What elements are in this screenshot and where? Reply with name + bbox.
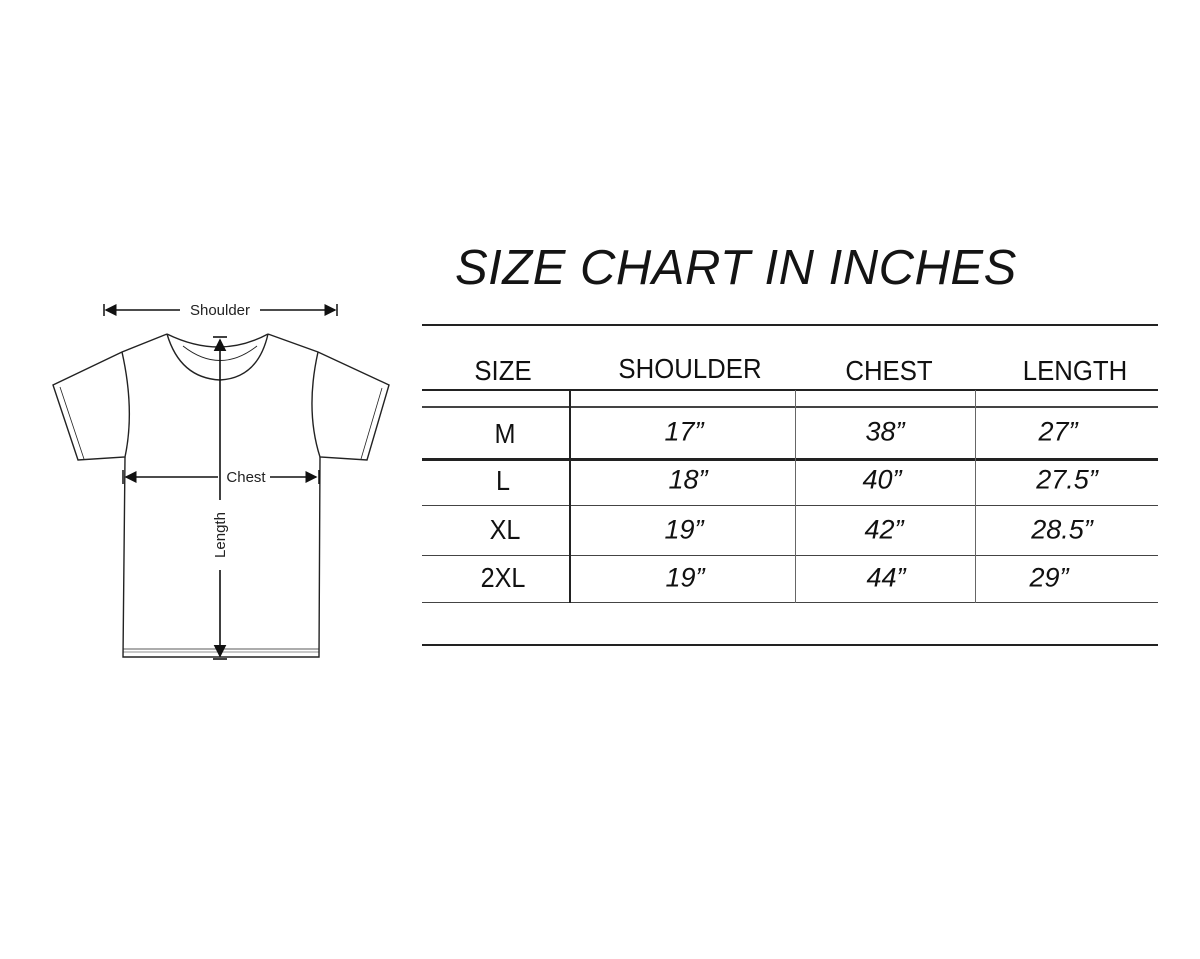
size-cell: L <box>495 465 511 496</box>
length-cell: 28.5” <box>1031 514 1093 545</box>
shoulder-label: Shoulder <box>190 302 250 319</box>
chest-cell: 40” <box>862 464 902 495</box>
chest-label: Chest <box>226 469 266 486</box>
table-divider <box>422 555 1158 556</box>
shoulder-cell: 19” <box>665 562 705 593</box>
shoulder-cell: 17” <box>664 416 704 447</box>
chest-cell: 44” <box>866 562 906 593</box>
length-cell: 27.5” <box>1036 464 1098 495</box>
page-title: SIZE CHART IN INCHES <box>455 241 1017 295</box>
chest-cell: 38” <box>865 416 905 447</box>
shoulder-measure <box>103 304 338 316</box>
column-divider <box>569 390 571 603</box>
size-cell: XL <box>489 514 521 545</box>
header-size: SIZE <box>474 355 532 386</box>
size-cell: 2XL <box>480 562 526 593</box>
size-cell: M <box>494 418 516 449</box>
chest-measure <box>122 470 320 484</box>
table-divider <box>422 389 1158 391</box>
table-divider <box>422 324 1158 326</box>
tshirt-outline <box>52 333 390 658</box>
header-chest: CHEST <box>845 355 933 386</box>
table-divider <box>422 644 1158 646</box>
table-divider <box>422 458 1158 461</box>
table-divider <box>422 602 1158 603</box>
length-label: Length <box>212 512 229 558</box>
length-cell: 27” <box>1038 416 1078 447</box>
length-cell: 29” <box>1029 562 1069 593</box>
column-divider <box>975 390 976 603</box>
header-length: LENGTH <box>1022 355 1128 386</box>
tshirt-diagram: Shoulder Chest Length <box>52 302 390 660</box>
column-divider <box>795 390 796 603</box>
header-shoulder: SHOULDER <box>618 353 762 384</box>
shoulder-cell: 18” <box>668 464 708 495</box>
length-measure <box>213 336 227 660</box>
shoulder-cell: 19” <box>664 514 704 545</box>
chest-cell: 42” <box>864 514 904 545</box>
table-divider <box>422 505 1158 506</box>
table-divider <box>422 406 1158 408</box>
